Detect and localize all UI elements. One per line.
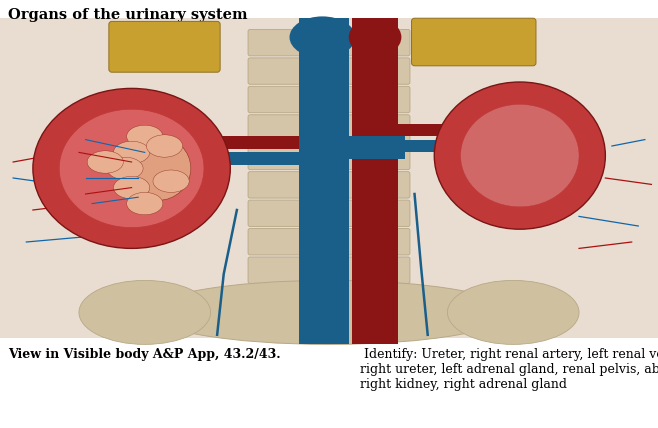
FancyBboxPatch shape (248, 200, 410, 226)
FancyBboxPatch shape (248, 86, 410, 113)
Ellipse shape (126, 125, 163, 148)
Ellipse shape (59, 109, 204, 228)
Ellipse shape (290, 16, 355, 58)
FancyBboxPatch shape (395, 140, 526, 152)
FancyBboxPatch shape (109, 21, 220, 72)
FancyBboxPatch shape (0, 18, 658, 338)
Ellipse shape (113, 176, 149, 199)
Ellipse shape (153, 170, 190, 193)
FancyBboxPatch shape (248, 30, 410, 56)
Ellipse shape (126, 193, 163, 215)
FancyBboxPatch shape (248, 285, 410, 312)
FancyBboxPatch shape (248, 143, 410, 169)
FancyBboxPatch shape (299, 137, 405, 159)
FancyBboxPatch shape (299, 18, 349, 345)
FancyBboxPatch shape (248, 257, 410, 283)
Text: Organs of the urinary system: Organs of the urinary system (8, 8, 247, 22)
Ellipse shape (125, 137, 191, 200)
Text: View in Visible body A&P App, 43.2/43.: View in Visible body A&P App, 43.2/43. (8, 348, 280, 361)
Ellipse shape (447, 280, 579, 345)
Ellipse shape (79, 280, 211, 345)
FancyBboxPatch shape (248, 58, 410, 84)
Ellipse shape (33, 89, 230, 248)
Text: Identify: Ureter, right renal artery, left renal vein,
right ureter, left adrena: Identify: Ureter, right renal artery, le… (360, 348, 658, 391)
FancyBboxPatch shape (118, 137, 355, 149)
FancyBboxPatch shape (248, 115, 410, 141)
Ellipse shape (349, 18, 401, 56)
FancyBboxPatch shape (411, 18, 536, 66)
FancyBboxPatch shape (132, 152, 303, 165)
Ellipse shape (461, 104, 579, 207)
FancyBboxPatch shape (352, 18, 398, 345)
Ellipse shape (113, 141, 149, 163)
Ellipse shape (148, 280, 510, 345)
Ellipse shape (434, 82, 605, 229)
FancyBboxPatch shape (248, 229, 410, 255)
Ellipse shape (87, 151, 124, 173)
Ellipse shape (146, 135, 183, 157)
FancyBboxPatch shape (395, 124, 513, 137)
FancyBboxPatch shape (248, 172, 410, 198)
Ellipse shape (107, 157, 143, 180)
